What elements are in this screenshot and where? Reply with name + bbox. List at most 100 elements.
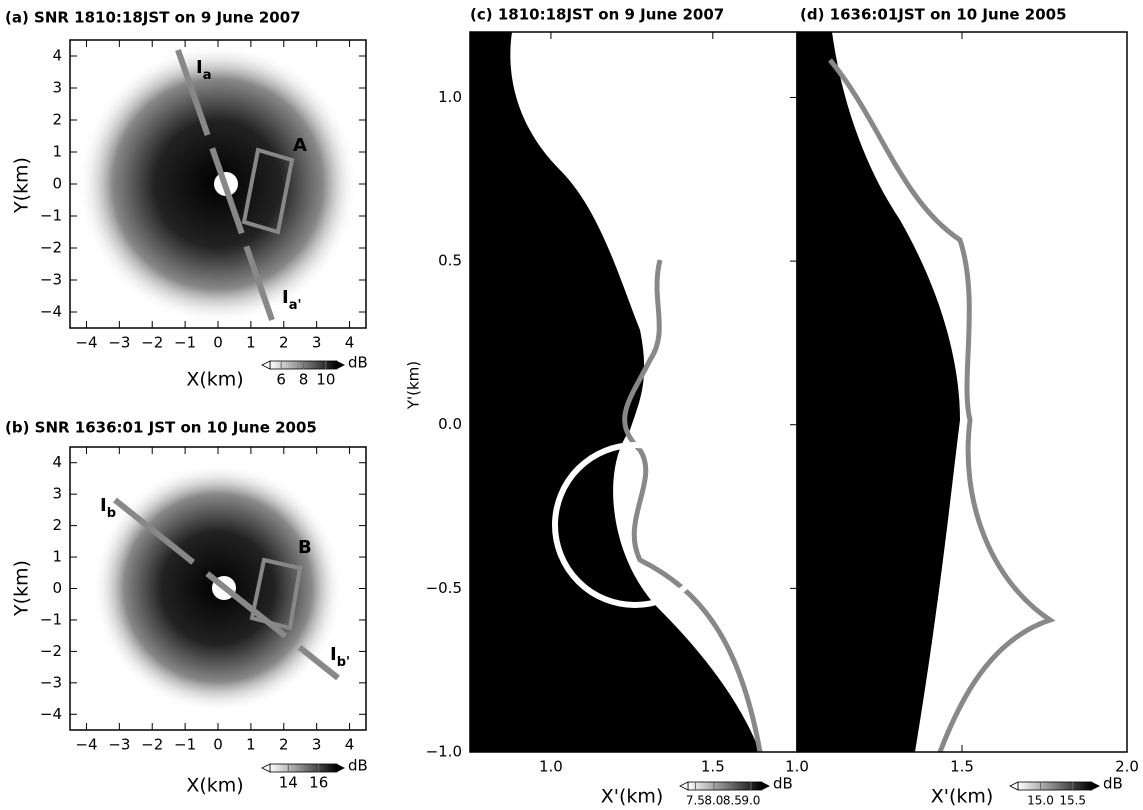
y-tick-label: 4 xyxy=(52,453,62,471)
x-tick-label: 0 xyxy=(213,334,223,352)
y-tick-label: −3 xyxy=(40,673,62,691)
annotation: B xyxy=(298,537,312,558)
colorbar-end xyxy=(337,764,345,772)
colorbar-tick-label: 6 xyxy=(276,371,286,389)
annotation-sub: b' xyxy=(337,655,350,670)
annotation-text: A xyxy=(293,135,307,156)
annotation-text: I xyxy=(100,495,107,516)
x-axis-label: X(km) xyxy=(186,369,243,391)
y-tick-label: 1.0 xyxy=(438,88,462,106)
y-tick-label: −0.5 xyxy=(426,579,462,597)
x-tick-label: −1 xyxy=(174,736,196,754)
annotation-text: I xyxy=(196,57,203,78)
y-tick-label: −1 xyxy=(40,207,62,225)
colorbar-tick-label: 8.0 xyxy=(704,794,723,808)
y-tick-label: −3 xyxy=(40,271,62,289)
x-tick-label: 1.5 xyxy=(950,758,974,776)
y-tick-label: 1 xyxy=(52,548,62,566)
colorbar-end xyxy=(680,782,688,790)
y-tick-label: −1.0 xyxy=(426,743,462,761)
annotation: Ib xyxy=(100,495,116,521)
annotation-sub: a xyxy=(203,68,212,83)
y-tick-label: 2 xyxy=(52,111,62,129)
colorbar-end xyxy=(262,764,270,772)
y-tick-label: 3 xyxy=(52,485,62,503)
colorbar-tick-label: 9.0 xyxy=(741,794,760,808)
annotation-sub: a' xyxy=(289,298,302,313)
x-tick-label: 3 xyxy=(312,736,322,754)
x-tick-label: 1.0 xyxy=(539,758,563,776)
figure: (a) SNR 1810:18JST on 9 June 2007 X(km) Y(… xyxy=(0,0,1143,810)
y-tick-label: 3 xyxy=(52,79,62,97)
colorbar-tick-label: 14 xyxy=(279,774,298,792)
y-tick-label: −1 xyxy=(40,610,62,628)
x-tick-label: 4 xyxy=(345,736,355,754)
x-tick-label: −4 xyxy=(75,334,97,352)
annotation-text: I xyxy=(330,644,337,665)
radar-image xyxy=(93,463,343,713)
radar-image xyxy=(78,44,358,324)
chart-title: (a) SNR 1810:18JST on 9 June 2007 xyxy=(5,9,301,27)
y-tick-label: 0 xyxy=(52,579,62,597)
x-tick-label: −3 xyxy=(108,334,130,352)
x-tick-label: −2 xyxy=(141,736,163,754)
y-tick-label: 4 xyxy=(52,47,62,65)
x-axis-label: X'(km) xyxy=(601,786,664,808)
x-tick-label: 0 xyxy=(213,736,223,754)
y-axis-label: Y(km) xyxy=(11,560,33,617)
x-tick-label: 1.5 xyxy=(701,758,725,776)
chart-title: (c) 1810:18JST on 9 June 2007 xyxy=(470,6,724,24)
colorbar-end xyxy=(1010,782,1018,790)
chart-title: (b) SNR 1636:01 JST on 10 June 2005 xyxy=(5,419,317,437)
annotation-sub: b xyxy=(107,506,116,521)
x-tick-label: 2.0 xyxy=(1115,758,1139,776)
y-tick-label: 2 xyxy=(52,516,62,534)
colorbar-tick-label: 10 xyxy=(316,371,335,389)
y-tick-label: 0.5 xyxy=(438,252,462,270)
y-tick-label: 0 xyxy=(52,175,62,193)
x-tick-label: 1 xyxy=(246,736,256,754)
colorbar-label: dB xyxy=(348,757,368,775)
colorbar-tick-label: 8 xyxy=(299,371,309,389)
x-tick-label: 1 xyxy=(246,334,256,352)
x-tick-label: −3 xyxy=(108,736,130,754)
echo-region xyxy=(470,32,760,752)
y-tick-label: −4 xyxy=(40,303,62,321)
x-tick-label: 2 xyxy=(279,334,289,352)
colorbar-label: dB xyxy=(1103,775,1123,793)
annotation-text: B xyxy=(298,537,312,558)
annotation-text: I xyxy=(282,287,289,308)
y-axis-label: Y'(km) xyxy=(405,361,423,410)
colorbar-end xyxy=(1092,782,1100,790)
y-tick-label: −2 xyxy=(40,642,62,660)
y-tick-label: 1 xyxy=(52,143,62,161)
annotation: A xyxy=(293,135,307,156)
annotation: Ib' xyxy=(330,644,350,670)
zoom-image xyxy=(470,32,760,752)
y-tick-label: −4 xyxy=(40,705,62,723)
x-tick-label: −2 xyxy=(141,334,163,352)
colorbar-end xyxy=(337,361,345,369)
colorbar-tick-label: 15.5 xyxy=(1059,794,1086,808)
x-tick-label: 3 xyxy=(312,334,322,352)
colorbar-tick-label: 8.5 xyxy=(723,794,742,808)
colorbar-end xyxy=(762,782,770,790)
x-tick-label: 2 xyxy=(279,736,289,754)
colorbar-label: dB xyxy=(773,775,793,793)
colorbar xyxy=(270,764,337,772)
y-axis-label: Y(km) xyxy=(11,157,33,214)
colorbar-tick-label: 7.5 xyxy=(686,794,705,808)
y-tick-label: 0.0 xyxy=(438,415,462,433)
colorbar xyxy=(1018,782,1092,790)
colorbar-end xyxy=(262,361,270,369)
y-tick-label: −2 xyxy=(40,239,62,257)
x-tick-label: −4 xyxy=(75,736,97,754)
x-tick-label: −1 xyxy=(174,334,196,352)
chart-title: (d) 1636:01JST on 10 June 2005 xyxy=(800,6,1067,24)
x-tick-label: 4 xyxy=(345,334,355,352)
x-axis-label: X'(km) xyxy=(931,786,994,808)
x-tick-label: 1.0 xyxy=(785,758,809,776)
colorbar-tick-label: 15.0 xyxy=(1027,794,1054,808)
colorbar-tick-label: 16 xyxy=(309,774,328,792)
colorbar-label: dB xyxy=(348,354,368,372)
